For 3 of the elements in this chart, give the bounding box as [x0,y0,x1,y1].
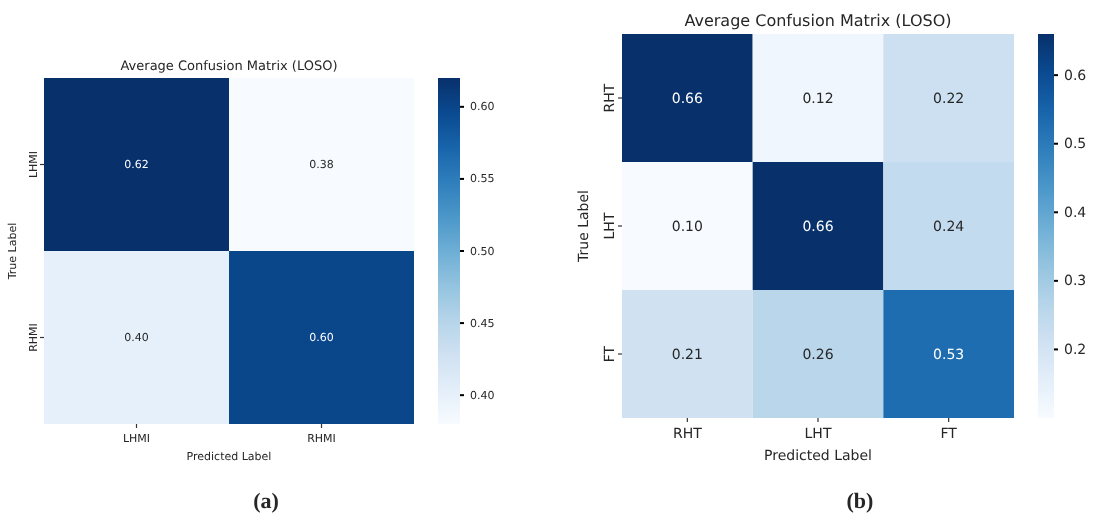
text: (b) [846,490,875,514]
chart-title: Average Confusion Matrix (LOSO) [684,12,952,30]
text: (a) [253,490,280,514]
